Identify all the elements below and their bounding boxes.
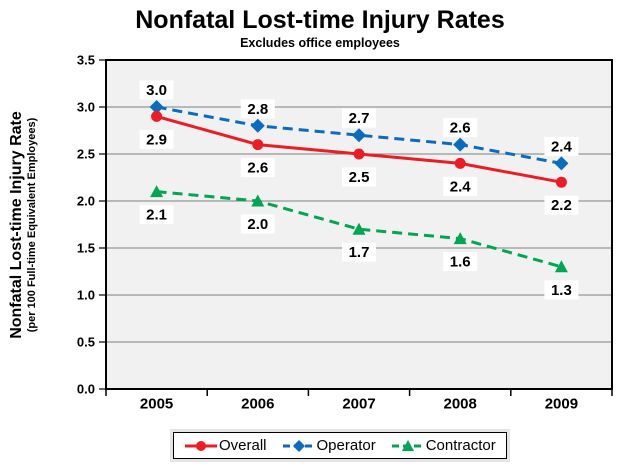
data-label-bg <box>240 99 275 119</box>
marker-operator <box>352 128 366 143</box>
y-tick-label: 3.0 <box>77 100 95 115</box>
y-tick-label: 2.5 <box>77 147 95 162</box>
data-label-bg <box>139 205 174 225</box>
series-line-contractor <box>156 190 562 269</box>
data-label-overall: 2.5 <box>349 169 370 186</box>
data-label-bg <box>139 129 174 149</box>
marker-operator <box>554 156 569 171</box>
data-label-bg <box>240 214 275 234</box>
legend-item-operator: Operator <box>282 437 376 454</box>
data-label-bg <box>544 195 579 215</box>
data-label-overall: 2.9 <box>146 131 167 148</box>
legend-item-overall: Overall <box>184 437 267 454</box>
legend-label-overall: Overall <box>219 437 267 454</box>
data-label-overall: 2.2 <box>551 197 572 214</box>
data-label-operator: 3.0 <box>146 82 167 99</box>
marker-contractor <box>251 194 265 207</box>
data-label-contractor: 2.1 <box>146 207 167 224</box>
data-label-overall: 2.4 <box>450 178 472 195</box>
y-tick-label: 1.5 <box>77 241 95 256</box>
data-label-bg <box>544 136 579 156</box>
legend-label-contractor: Contractor <box>425 437 496 454</box>
legend-item-contractor: Contractor <box>391 437 496 454</box>
data-label-operator: 2.7 <box>349 110 370 127</box>
legend-swatch-diamond-icon <box>282 439 315 452</box>
data-label-bg <box>443 252 478 272</box>
legend: Overall Operator Contractor <box>173 432 507 459</box>
x-tick-label: 2008 <box>444 396 477 413</box>
data-label-operator: 2.4 <box>551 138 573 155</box>
marker-overall <box>555 176 567 188</box>
y-tick-label: 2.0 <box>77 194 95 209</box>
data-label-bg <box>342 108 376 128</box>
marker-overall <box>252 139 264 151</box>
y-tick-label: 0.0 <box>77 382 95 397</box>
marker-overall <box>353 148 365 160</box>
series-line-operator <box>156 105 562 165</box>
data-label-contractor: 2.0 <box>247 216 268 233</box>
y-tick-label: 3.5 <box>77 53 95 68</box>
marker-contractor <box>453 232 467 245</box>
plot-border <box>105 59 613 390</box>
x-tick-label: 2006 <box>241 396 274 413</box>
y-tick-label: 0.5 <box>77 335 95 350</box>
marker-operator <box>149 100 164 114</box>
marker-contractor <box>352 222 366 235</box>
data-label-bg <box>544 280 579 300</box>
marker-overall <box>454 157 466 169</box>
data-label-operator: 2.6 <box>450 120 471 137</box>
data-label-operator: 2.8 <box>247 101 268 118</box>
data-label-bg <box>139 80 174 100</box>
data-label-bg <box>342 167 376 187</box>
data-label-bg <box>443 118 478 138</box>
legend-swatch-circle-icon <box>185 440 217 451</box>
x-tick-label: 2007 <box>342 396 375 413</box>
legend-label-operator: Operator <box>316 437 376 454</box>
data-label-bg <box>443 176 478 196</box>
x-tick-label: 2005 <box>140 396 173 413</box>
x-tick-label: 2009 <box>545 396 578 413</box>
marker-contractor <box>150 185 164 198</box>
chart-title: Nonfatal Lost-time Injury Rates <box>135 6 505 34</box>
data-label-contractor: 1.7 <box>349 244 370 261</box>
data-label-contractor: 1.6 <box>450 254 471 271</box>
marker-contractor <box>554 260 568 273</box>
chart-subtitle: Excludes office employees <box>240 36 400 50</box>
marker-operator <box>453 137 468 152</box>
data-label-bg <box>342 242 376 262</box>
data-label-overall: 2.6 <box>247 160 268 177</box>
data-label-bg <box>240 158 275 178</box>
marker-operator <box>250 118 265 133</box>
y-tick-label: 1.0 <box>77 288 95 303</box>
legend-swatch-triangle-icon <box>391 439 424 451</box>
marker-overall <box>151 110 163 122</box>
data-label-contractor: 1.3 <box>551 282 572 299</box>
